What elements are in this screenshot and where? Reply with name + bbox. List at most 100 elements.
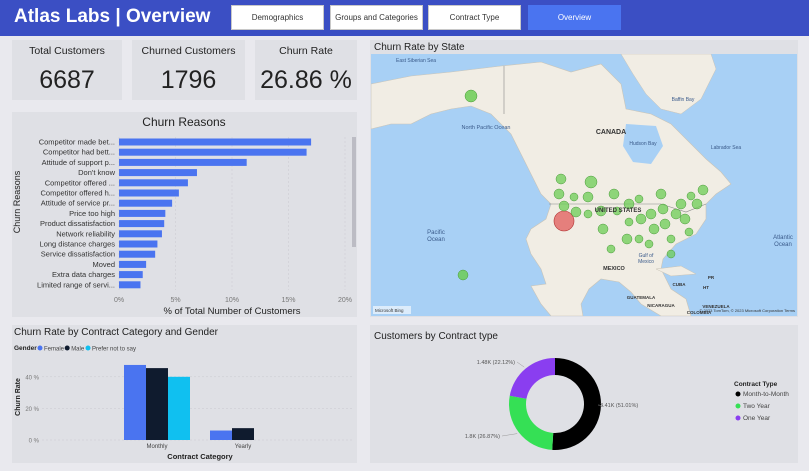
map-bubble[interactable]: [666, 234, 676, 244]
bar[interactable]: [119, 179, 188, 187]
map-bubble[interactable]: [612, 206, 622, 216]
bar[interactable]: [119, 271, 143, 279]
map-bubble[interactable]: [648, 223, 660, 235]
label-puerto-rico: PR: [708, 275, 715, 280]
legend-label[interactable]: Month-to-Month: [743, 391, 789, 398]
map-logo-bg: [373, 306, 411, 314]
map-bubble[interactable]: [555, 173, 567, 185]
tab-overview[interactable]: Overview: [528, 5, 621, 30]
map-bubble[interactable]: [679, 213, 691, 225]
map-bubble[interactable]: [697, 184, 709, 196]
leader-line: [501, 433, 518, 437]
tab-demographics[interactable]: Demographics: [231, 5, 324, 30]
bar[interactable]: [119, 199, 173, 207]
bar[interactable]: [119, 189, 179, 197]
churn-rate-map[interactable]: CANADA UNITED STATES MEXICO North Pacifi…: [371, 54, 797, 316]
map-bubble[interactable]: [558, 200, 570, 212]
bar[interactable]: [119, 260, 147, 268]
map-bubble[interactable]: [553, 210, 575, 232]
kpi-value: 1796: [160, 66, 217, 94]
bar[interactable]: [124, 364, 146, 440]
bar[interactable]: [210, 430, 232, 440]
map-bubble[interactable]: [621, 233, 633, 245]
category-label: Service dissatisfaction: [41, 250, 115, 259]
bar[interactable]: [119, 240, 158, 248]
greenland-landmass: [620, 54, 717, 115]
map-bubble[interactable]: [691, 198, 703, 210]
bar[interactable]: [119, 209, 166, 217]
category-label: Attitude of support p...: [42, 158, 115, 167]
map-bubble[interactable]: [666, 249, 676, 259]
chart-title: Churn Rate by Contract Category and Gend…: [14, 327, 219, 338]
map-bubble[interactable]: [686, 191, 696, 201]
label-united-states: UNITED STATES: [595, 208, 642, 214]
x-tick-label: Monthly: [146, 444, 167, 450]
donut-slice[interactable]: [509, 358, 555, 399]
cuba-landmass: [655, 265, 697, 277]
contract-gender-panel: Churn Rate by Contract Category and Gend…: [12, 325, 357, 463]
tab-groups-and-categories[interactable]: Groups and Categories: [330, 5, 423, 30]
map-bubble[interactable]: [623, 198, 635, 210]
map-bubble[interactable]: [464, 89, 478, 103]
legend-label[interactable]: One Year: [743, 415, 771, 422]
customers-contract-type-chart: Customers by Contract type Contract Type…: [374, 331, 789, 450]
legend-marker: [37, 345, 43, 351]
map-bubble[interactable]: [670, 208, 682, 220]
legend-title: Contract Type: [734, 381, 778, 388]
map-bubble[interactable]: [634, 194, 644, 204]
bar[interactable]: [119, 220, 165, 228]
legend-label[interactable]: Female: [44, 347, 65, 353]
legend-marker: [64, 345, 70, 351]
map-bubble[interactable]: [582, 191, 594, 203]
map-bubble[interactable]: [606, 244, 616, 254]
donut-slice[interactable]: [552, 358, 601, 450]
bar[interactable]: [232, 428, 254, 440]
x-tick-label: 0%: [114, 297, 124, 304]
map-bubble[interactable]: [457, 269, 469, 281]
map-bubble[interactable]: [595, 205, 607, 217]
category-label: Competitor offered h...: [41, 189, 115, 198]
map-bubble[interactable]: [553, 188, 565, 200]
map-bubble[interactable]: [583, 209, 593, 219]
map-bubble[interactable]: [624, 217, 634, 227]
map-panel: Churn Rate by State: [370, 40, 798, 317]
map-bubble[interactable]: [634, 234, 644, 244]
scrollbar[interactable]: [352, 137, 356, 247]
legend-label[interactable]: Prefer not to say: [92, 347, 136, 353]
label-cuba: CUBA: [673, 282, 687, 287]
bar[interactable]: [168, 376, 190, 440]
bar[interactable]: [119, 138, 312, 146]
bar[interactable]: [119, 158, 247, 166]
map-attribution[interactable]: © 2023 TomTom, © 2023 Microsoft Corporat…: [699, 308, 795, 313]
label-canada: CANADA: [596, 129, 626, 136]
donut-slice[interactable]: [509, 395, 554, 450]
map-bubble[interactable]: [608, 188, 620, 200]
page-title: Atlas Labs | Overview: [14, 6, 211, 27]
bar[interactable]: [119, 169, 197, 177]
map-bubble[interactable]: [684, 227, 694, 237]
tab-contract-type[interactable]: Contract Type: [428, 5, 521, 30]
label-baffin-bay: Baffin Bay: [672, 97, 695, 103]
legend-label[interactable]: Male: [71, 347, 85, 353]
map-bubble[interactable]: [597, 223, 609, 235]
bar[interactable]: [119, 250, 156, 258]
bar[interactable]: [119, 230, 162, 238]
bar[interactable]: [146, 368, 168, 440]
map-bubble[interactable]: [655, 188, 667, 200]
label-venezuela: VENEZUELA: [702, 304, 730, 309]
bar[interactable]: [119, 148, 307, 156]
legend-label[interactable]: Two Year: [743, 403, 771, 410]
map-bubble[interactable]: [659, 218, 671, 230]
legend-marker: [735, 391, 741, 397]
map-bubble[interactable]: [635, 213, 647, 225]
map-bubble[interactable]: [644, 239, 654, 249]
map-bubble[interactable]: [570, 206, 582, 218]
legend-marker: [735, 403, 741, 409]
bar[interactable]: [119, 281, 141, 289]
y-tick-label: 0 %: [29, 439, 40, 445]
map-bubble[interactable]: [584, 175, 598, 189]
map-bubble[interactable]: [569, 192, 579, 202]
map-bubble[interactable]: [645, 208, 657, 220]
map-bubble[interactable]: [657, 203, 669, 215]
map-bubble[interactable]: [675, 198, 687, 210]
